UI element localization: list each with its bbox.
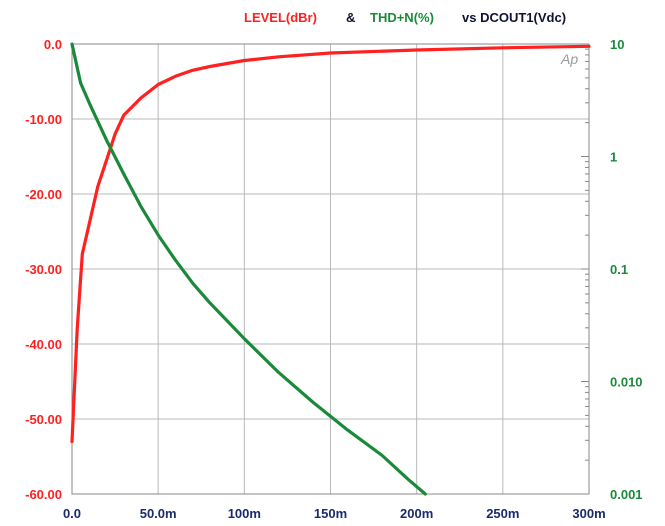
x-tick-label: 100m [228,506,261,521]
title-ampersand: & [346,10,355,25]
left-axis-tick-labels: 0.0 -10.00 -20.00 -30.00 -40.00 -50.00 -60.00 [25,37,62,502]
x-tick-label: 300m [572,506,605,521]
series-level-line [70,44,591,444]
right-axis-minor-ticks [581,48,589,495]
title-vs-dcout: vs DCOUT1(Vdc) [462,10,566,25]
x-axis-tick-labels: 0.0 50.0m 100m 150m 200m 250m 300m [63,506,606,521]
series-thd-line [70,42,427,496]
ap-watermark: Ap [560,51,578,67]
grid [71,43,590,495]
left-tick-label: -40.00 [25,337,62,352]
left-tick-label: -50.00 [25,412,62,427]
left-tick-label: 0.0 [44,37,62,52]
title-level: LEVEL(dBr) [244,10,317,25]
right-tick-label: 10 [610,37,624,52]
left-tick-label: -20.00 [25,187,62,202]
x-tick-label: 0.0 [63,506,81,521]
right-tick-label: 0.001 [610,487,643,502]
right-axis-tick-labels: 10 1 0.1 0.010 0.001 [610,37,643,502]
right-tick-label: 0.010 [610,375,643,390]
x-tick-label: 150m [314,506,347,521]
title-thd: THD+N(%) [370,10,434,25]
left-tick-label: -30.00 [25,262,62,277]
right-tick-label: 0.1 [610,262,628,277]
x-tick-label: 200m [400,506,433,521]
right-tick-label: 1 [610,150,617,165]
x-tick-label: 250m [486,506,519,521]
left-tick-label: -60.00 [25,487,62,502]
x-tick-label: 50.0m [140,506,177,521]
left-tick-label: -10.00 [25,112,62,127]
